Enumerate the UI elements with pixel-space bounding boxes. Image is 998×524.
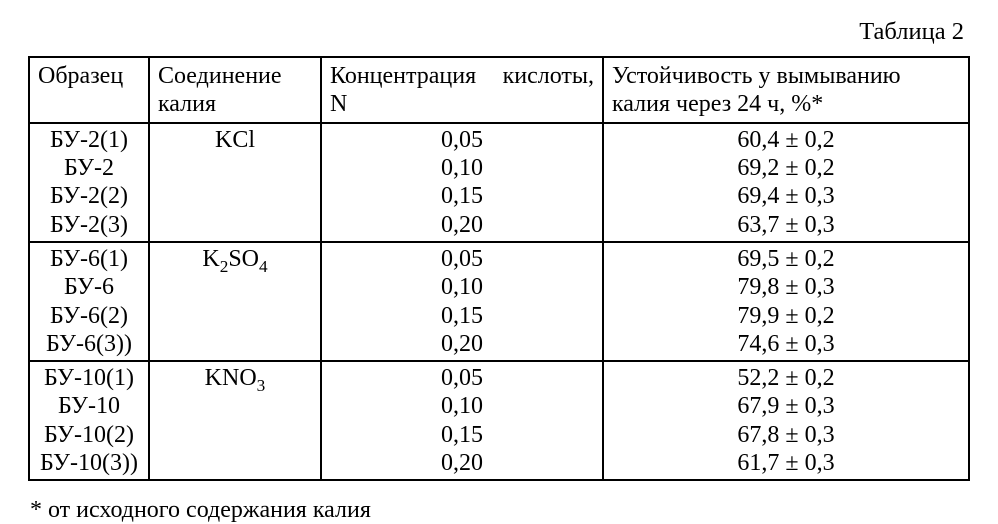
header-text: кислоты, [503, 62, 594, 90]
col-header-stability: Устойчивость у вымыванию калия через 24 … [603, 57, 969, 123]
cell-concentration: 0,050,100,150,20 [321, 123, 603, 242]
table-body: БУ-2(1)БУ-2БУ-2(2)БУ-2(3)KCl0,050,100,15… [29, 123, 969, 481]
header-text: N [330, 91, 347, 117]
table-row: БУ-6(1)БУ-6БУ-6(2)БУ-6(3))K2SO40,050,100… [29, 242, 969, 361]
table-header-row: Образец Соединение калия Концентрация ки… [29, 57, 969, 123]
cell-sample: БУ-6(1)БУ-6БУ-6(2)БУ-6(3)) [29, 242, 149, 361]
cell-compound: KNO3 [149, 361, 321, 480]
cell-stability: 52,2 ± 0,267,9 ± 0,367,8 ± 0,361,7 ± 0,3 [603, 361, 969, 480]
col-header-compound: Соединение калия [149, 57, 321, 123]
cell-compound: K2SO4 [149, 242, 321, 361]
col-header-concentration: Концентрация кислоты, N [321, 57, 603, 123]
cell-concentration: 0,050,100,150,20 [321, 242, 603, 361]
table-row: БУ-2(1)БУ-2БУ-2(2)БУ-2(3)KCl0,050,100,15… [29, 123, 969, 242]
cell-stability: 69,5 ± 0,279,8 ± 0,379,9 ± 0,274,6 ± 0,3 [603, 242, 969, 361]
table-caption: Таблица 2 [28, 18, 970, 46]
cell-sample: БУ-2(1)БУ-2БУ-2(2)БУ-2(3) [29, 123, 149, 242]
data-table: Образец Соединение калия Концентрация ки… [28, 56, 970, 481]
cell-compound: KCl [149, 123, 321, 242]
header-text: калия [158, 91, 216, 117]
cell-sample: БУ-10(1)БУ-10БУ-10(2)БУ-10(3)) [29, 361, 149, 480]
col-header-sample: Образец [29, 57, 149, 123]
header-text: калия через 24 ч, %* [612, 91, 823, 117]
header-text: Устойчивость у вымыванию [612, 63, 901, 89]
header-text: Концентрация [330, 62, 476, 90]
cell-concentration: 0,050,100,150,20 [321, 361, 603, 480]
table-row: БУ-10(1)БУ-10БУ-10(2)БУ-10(3))KNO30,050,… [29, 361, 969, 480]
cell-stability: 60,4 ± 0,269,2 ± 0,269,4 ± 0,363,7 ± 0,3 [603, 123, 969, 242]
header-text: Соединение [158, 63, 282, 89]
header-text: Образец [38, 63, 123, 89]
